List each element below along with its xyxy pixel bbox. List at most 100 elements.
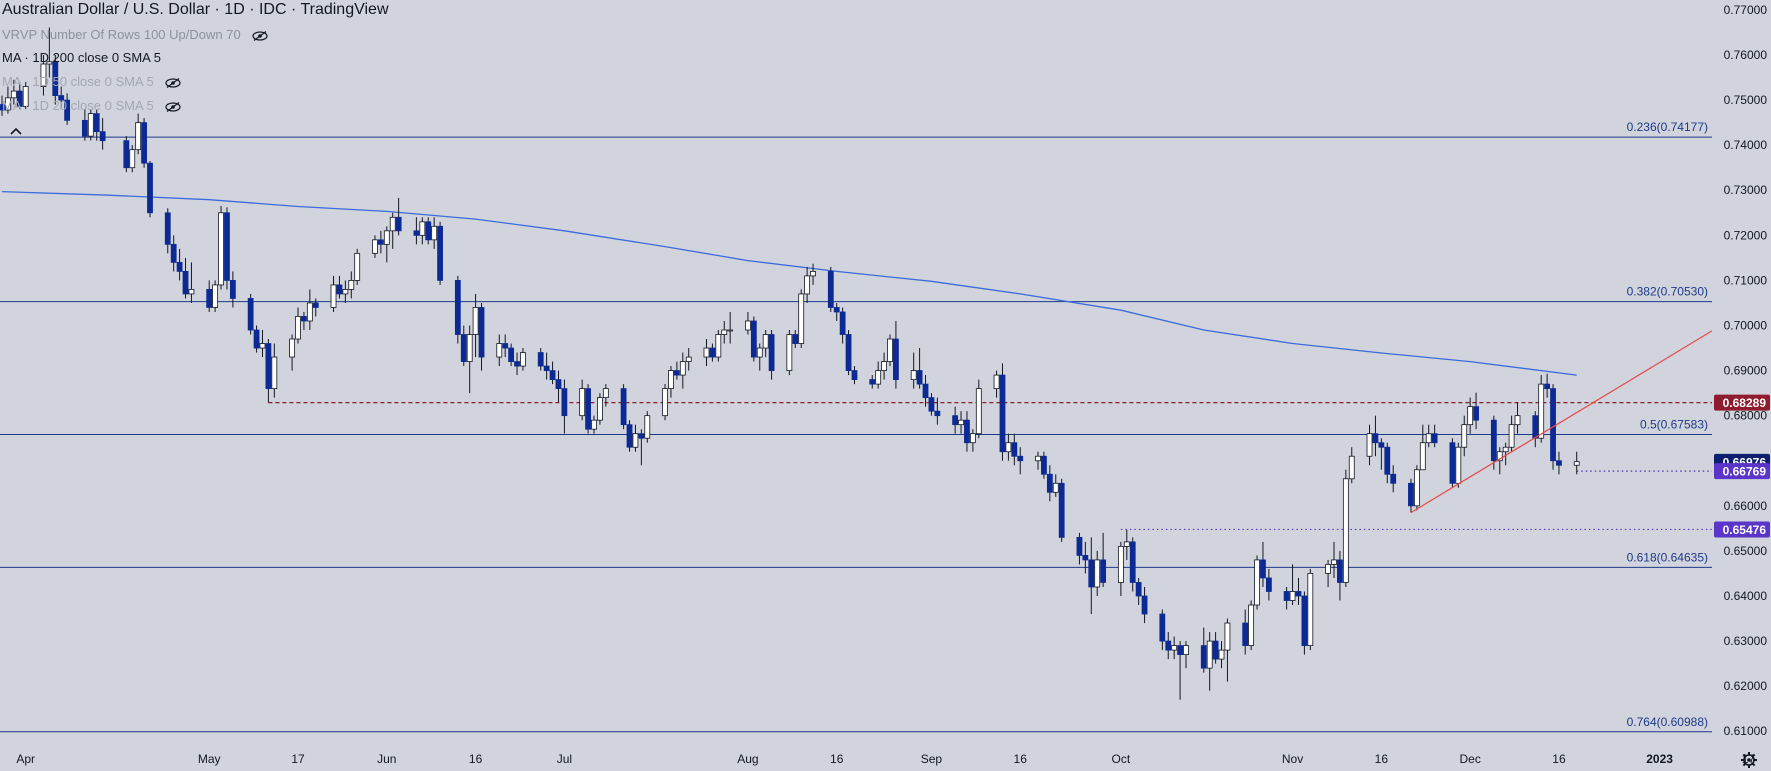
trendline-layer[interactable] bbox=[1410, 330, 1713, 514]
candle-body bbox=[93, 113, 100, 133]
candle bbox=[87, 109, 94, 141]
candle bbox=[472, 293, 479, 358]
candle bbox=[561, 379, 568, 434]
candle bbox=[756, 343, 763, 371]
candle-body bbox=[875, 370, 882, 385]
candle-body bbox=[703, 347, 710, 358]
settings-gear-icon[interactable] bbox=[1741, 752, 1757, 768]
candle bbox=[768, 330, 775, 380]
candle-body bbox=[1473, 406, 1479, 421]
time-tick-label: Jul bbox=[557, 752, 572, 766]
candle-body bbox=[869, 379, 876, 385]
candle-body bbox=[466, 334, 473, 362]
candle bbox=[1455, 442, 1462, 488]
candle-body bbox=[306, 302, 313, 322]
candle bbox=[632, 424, 639, 452]
indicator-vrvp-label: VRVP Number Of Rows 100 Up/Down 70 bbox=[2, 27, 241, 42]
price-badge-0.68289: 0.68289 bbox=[1714, 394, 1770, 411]
candle-body bbox=[561, 388, 568, 417]
candle-body bbox=[1508, 424, 1515, 448]
indicator-ma50-label: MA · 1D 50 close 0 SMA 5 bbox=[2, 74, 154, 89]
candle bbox=[715, 330, 722, 362]
eye-hidden-icon[interactable] bbox=[165, 77, 181, 88]
candle-body bbox=[1082, 555, 1089, 561]
time-tick-label: Aug bbox=[737, 752, 758, 766]
candle bbox=[1556, 451, 1562, 475]
candle-body bbox=[1490, 419, 1497, 462]
eye-hidden-icon[interactable] bbox=[252, 30, 268, 41]
candle-body bbox=[626, 424, 633, 448]
candle-body bbox=[685, 356, 692, 362]
candle-body bbox=[1141, 595, 1148, 615]
time-tick-label: Oct bbox=[1112, 752, 1131, 766]
indicator-vrvp[interactable]: VRVP Number Of Rows 100 Up/Down 70 bbox=[2, 27, 268, 42]
candle-body bbox=[1573, 461, 1580, 466]
candle-body bbox=[40, 63, 47, 87]
candle-body bbox=[1289, 591, 1296, 601]
fib-retracement[interactable]: 0.236(0.74177) 0.382(0.70530) 0.5(0.67583)… bbox=[0, 120, 1712, 733]
candle-body bbox=[1538, 383, 1545, 439]
candle-body bbox=[1183, 645, 1189, 655]
candle-body bbox=[1307, 573, 1314, 646]
price-badge-text: 0.68289 bbox=[1723, 396, 1767, 410]
indicator-ma200[interactable]: MA · 1D 200 close 0 SMA 5 bbox=[2, 50, 161, 65]
candle bbox=[1017, 447, 1024, 475]
price-badge-text: 0.66769 bbox=[1723, 465, 1767, 479]
candle bbox=[1260, 541, 1266, 587]
candle bbox=[1378, 438, 1385, 470]
candle bbox=[342, 280, 349, 303]
candle bbox=[1331, 541, 1337, 578]
candle bbox=[928, 393, 935, 416]
candle-body bbox=[1431, 433, 1438, 444]
candle-body bbox=[348, 280, 355, 290]
candle-body bbox=[164, 212, 171, 245]
ma200-layer bbox=[1, 190, 1577, 376]
price-badge-0.65476: 0.65476 bbox=[1714, 521, 1770, 538]
time-axis[interactable]: Apr May 17 Jun 16 Jul Aug 16 Sep 16 Oct Nov 16 Dec 16 2… bbox=[16, 752, 1771, 766]
indicator-ma20[interactable]: MA · 1D 20 close 0 SMA 5 bbox=[2, 98, 181, 113]
candle bbox=[0, 95, 5, 116]
candle bbox=[804, 266, 811, 303]
indicator-ma50[interactable]: MA · 1D 50 close 0 SMA 5 bbox=[2, 74, 181, 89]
candle-body bbox=[715, 334, 722, 358]
price-badge-text: 0.65476 bbox=[1723, 523, 1767, 537]
candle-body bbox=[1017, 455, 1024, 462]
candle-body bbox=[762, 334, 769, 349]
candle-body bbox=[597, 397, 603, 421]
candle-body bbox=[259, 343, 266, 349]
candle-body bbox=[1005, 442, 1012, 453]
candle-body bbox=[1384, 446, 1391, 475]
price-axis[interactable]: 0.77000 0.76000 0.75000 0.74000 0.73000 0.720… bbox=[1712, 0, 1771, 771]
candle bbox=[508, 343, 515, 367]
collapse-legend-chevron-up-icon[interactable] bbox=[10, 126, 22, 136]
candle bbox=[1088, 537, 1095, 615]
candle-body bbox=[182, 270, 189, 295]
candle bbox=[792, 330, 799, 349]
candle bbox=[709, 343, 716, 362]
candle bbox=[887, 334, 893, 367]
candle bbox=[1254, 555, 1260, 610]
candle bbox=[964, 411, 970, 452]
eye-hidden-icon[interactable] bbox=[165, 101, 181, 112]
candle bbox=[1082, 541, 1089, 574]
candle bbox=[1123, 529, 1130, 560]
candle bbox=[798, 289, 805, 349]
symbol-title[interactable]: Australian Dollar / U.S. Dollar · 1D · I… bbox=[2, 1, 389, 18]
candle-body bbox=[1058, 482, 1065, 538]
price-tick-label: 0.62000 bbox=[1724, 679, 1768, 693]
candle bbox=[295, 307, 301, 344]
price-tick-label: 0.77000 bbox=[1724, 3, 1768, 17]
candle-body bbox=[1123, 541, 1130, 547]
price-tick-label: 0.75000 bbox=[1724, 93, 1768, 107]
candle bbox=[247, 293, 254, 335]
candle-body bbox=[372, 239, 378, 254]
candle bbox=[1212, 632, 1219, 664]
candle-body bbox=[993, 374, 1000, 390]
fib-label-0.236: 0.236(0.74177) bbox=[1627, 120, 1708, 134]
candle-body bbox=[934, 410, 941, 417]
candle bbox=[668, 366, 674, 398]
horizontal-levels[interactable] bbox=[268, 402, 1712, 531]
candle bbox=[1390, 465, 1397, 493]
